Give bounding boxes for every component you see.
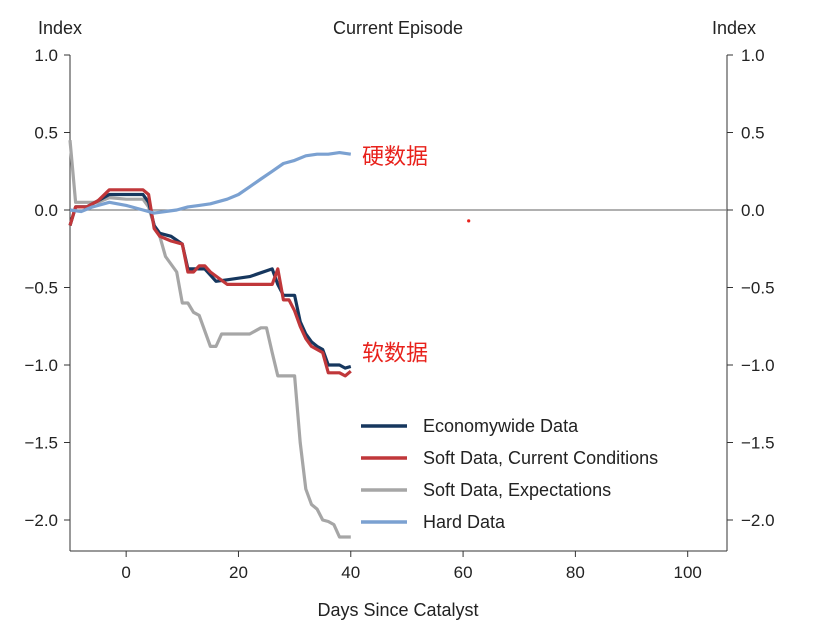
x-tick-label: 20 xyxy=(229,563,248,582)
y-tick-label-left: −2.0 xyxy=(24,511,58,530)
legend-label: Soft Data, Expectations xyxy=(423,480,611,500)
y-tick-label-right: −1.5 xyxy=(741,434,775,453)
y-tick-label-right: −1.0 xyxy=(741,356,775,375)
y-axis-label-right: Index xyxy=(712,18,756,38)
y-tick-label-left: 1.0 xyxy=(34,46,58,65)
series-line-soft-data-expectations xyxy=(68,140,351,539)
stray-marker-dot xyxy=(467,219,471,223)
legend-label: Economywide Data xyxy=(423,416,579,436)
series-lines xyxy=(68,140,352,539)
legend-label: Hard Data xyxy=(423,512,506,532)
legend-label: Soft Data, Current Conditions xyxy=(423,448,658,468)
y-tick-label-left: −1.0 xyxy=(24,356,58,375)
annotation-label: 软数据 xyxy=(362,342,428,367)
y-tick-label-left: −0.5 xyxy=(24,279,58,298)
axis-ticks: 1.0 1.0 0.5 0.5 0.0 0.0 −0.5 −0.5 −1.0 −1.0 −1.5 −1… xyxy=(24,46,774,582)
y-tick-label-right: −2.0 xyxy=(741,511,775,530)
y-tick-label-left: 0.5 xyxy=(34,124,58,143)
x-tick-label: 80 xyxy=(566,563,585,582)
y-axis-label-left: Index xyxy=(38,18,82,38)
y-tick-label-right: 0.0 xyxy=(741,201,765,220)
y-tick-label-right: 1.0 xyxy=(741,46,765,65)
series-line-soft-data-current-conditions xyxy=(68,188,352,378)
x-tick-label: 0 xyxy=(121,563,130,582)
x-axis-label: Days Since Catalyst xyxy=(317,600,478,620)
series-line-economywide-data xyxy=(68,192,352,370)
y-tick-label-left: −1.5 xyxy=(24,434,58,453)
series-line-hard-data xyxy=(69,151,352,215)
plot-frame xyxy=(69,55,728,552)
chart-title: Current Episode xyxy=(333,18,463,38)
x-tick-label: 40 xyxy=(341,563,360,582)
legend: Economywide Data Soft Data, Current Condi… xyxy=(361,416,658,532)
x-tick-label: 100 xyxy=(674,563,702,582)
x-tick-label: 60 xyxy=(454,563,473,582)
y-tick-label-right: −0.5 xyxy=(741,279,775,298)
y-tick-label-right: 0.5 xyxy=(741,124,765,143)
y-tick-label-left: 0.0 xyxy=(34,201,58,220)
annotation-label: 硬数据 xyxy=(362,145,428,170)
